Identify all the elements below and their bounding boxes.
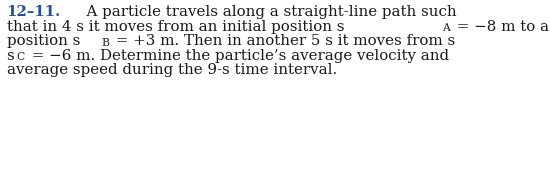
Text: position s: position s [7,34,80,48]
Text: = −6 m. Determine the particle’s average velocity and: = −6 m. Determine the particle’s average… [28,49,449,63]
Text: average speed during the 9-s time interval.: average speed during the 9-s time interv… [7,63,337,77]
Text: A: A [442,23,450,33]
Text: 12–11.: 12–11. [7,5,61,19]
Text: B: B [101,38,109,48]
Text: = −8 m to a: = −8 m to a [452,20,549,34]
Text: = +3 m. Then in another 5 s it moves from s: = +3 m. Then in another 5 s it moves fro… [112,34,456,48]
Text: s: s [7,49,14,63]
Text: that in 4 s it moves from an initial position s: that in 4 s it moves from an initial pos… [7,20,344,34]
Text: C: C [16,52,25,62]
Text: A particle travels along a straight-line path such: A particle travels along a straight-line… [76,5,456,19]
